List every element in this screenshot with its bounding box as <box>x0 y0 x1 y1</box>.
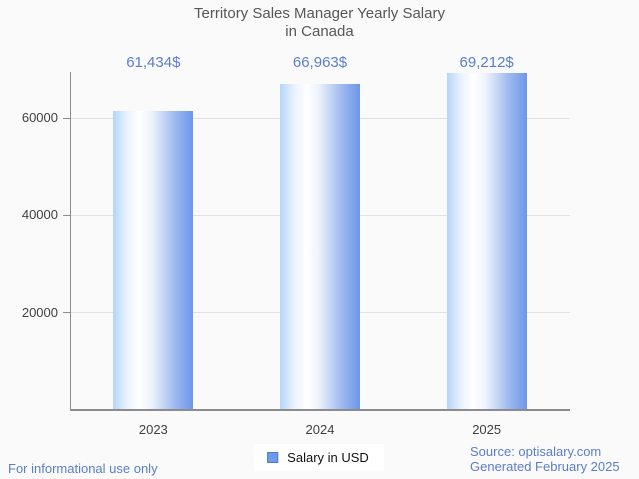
footer-disclaimer: For informational use only <box>8 461 158 476</box>
y-axis-tick-label: 60000 <box>21 110 58 126</box>
x-axis-label-2023: 2023 <box>138 422 168 437</box>
legend-label: Salary in USD <box>287 450 369 465</box>
x-axis-label-2024: 2024 <box>305 422 335 437</box>
y-axis-tick <box>63 214 70 216</box>
bar-value-label-2024: 66,963$ <box>292 54 348 71</box>
chart-title-line1: Territory Sales Manager Yearly Salary <box>194 5 445 22</box>
chart-title: Territory Sales Manager Yearly Salary in… <box>0 5 639 41</box>
legend: Salary in USD <box>254 444 384 471</box>
bar-value-label-2025: 69,212$ <box>459 54 514 71</box>
y-axis-tick-label: 40000 <box>21 207 58 223</box>
y-axis-line <box>70 72 71 410</box>
legend-swatch-icon <box>267 452 279 463</box>
chart-title-line2: in Canada <box>285 23 354 40</box>
y-axis-tick-label: 20000 <box>21 304 58 320</box>
x-axis-label-2025: 2025 <box>472 422 502 437</box>
x-axis-line <box>70 409 570 411</box>
bar-2024[interactable] <box>280 84 360 409</box>
y-axis-tick <box>63 117 70 119</box>
y-axis-tick <box>63 312 70 314</box>
footer-source-block: Source: optisalary.com Generated Februar… <box>470 444 620 474</box>
footer-generated-line: Generated February 2025 <box>470 459 620 474</box>
footer-source-line: Source: optisalary.com <box>470 444 602 459</box>
bar-2025[interactable] <box>446 73 527 409</box>
bar-value-label-2023: 61,434$ <box>126 54 181 71</box>
bar-2023[interactable] <box>113 111 194 409</box>
